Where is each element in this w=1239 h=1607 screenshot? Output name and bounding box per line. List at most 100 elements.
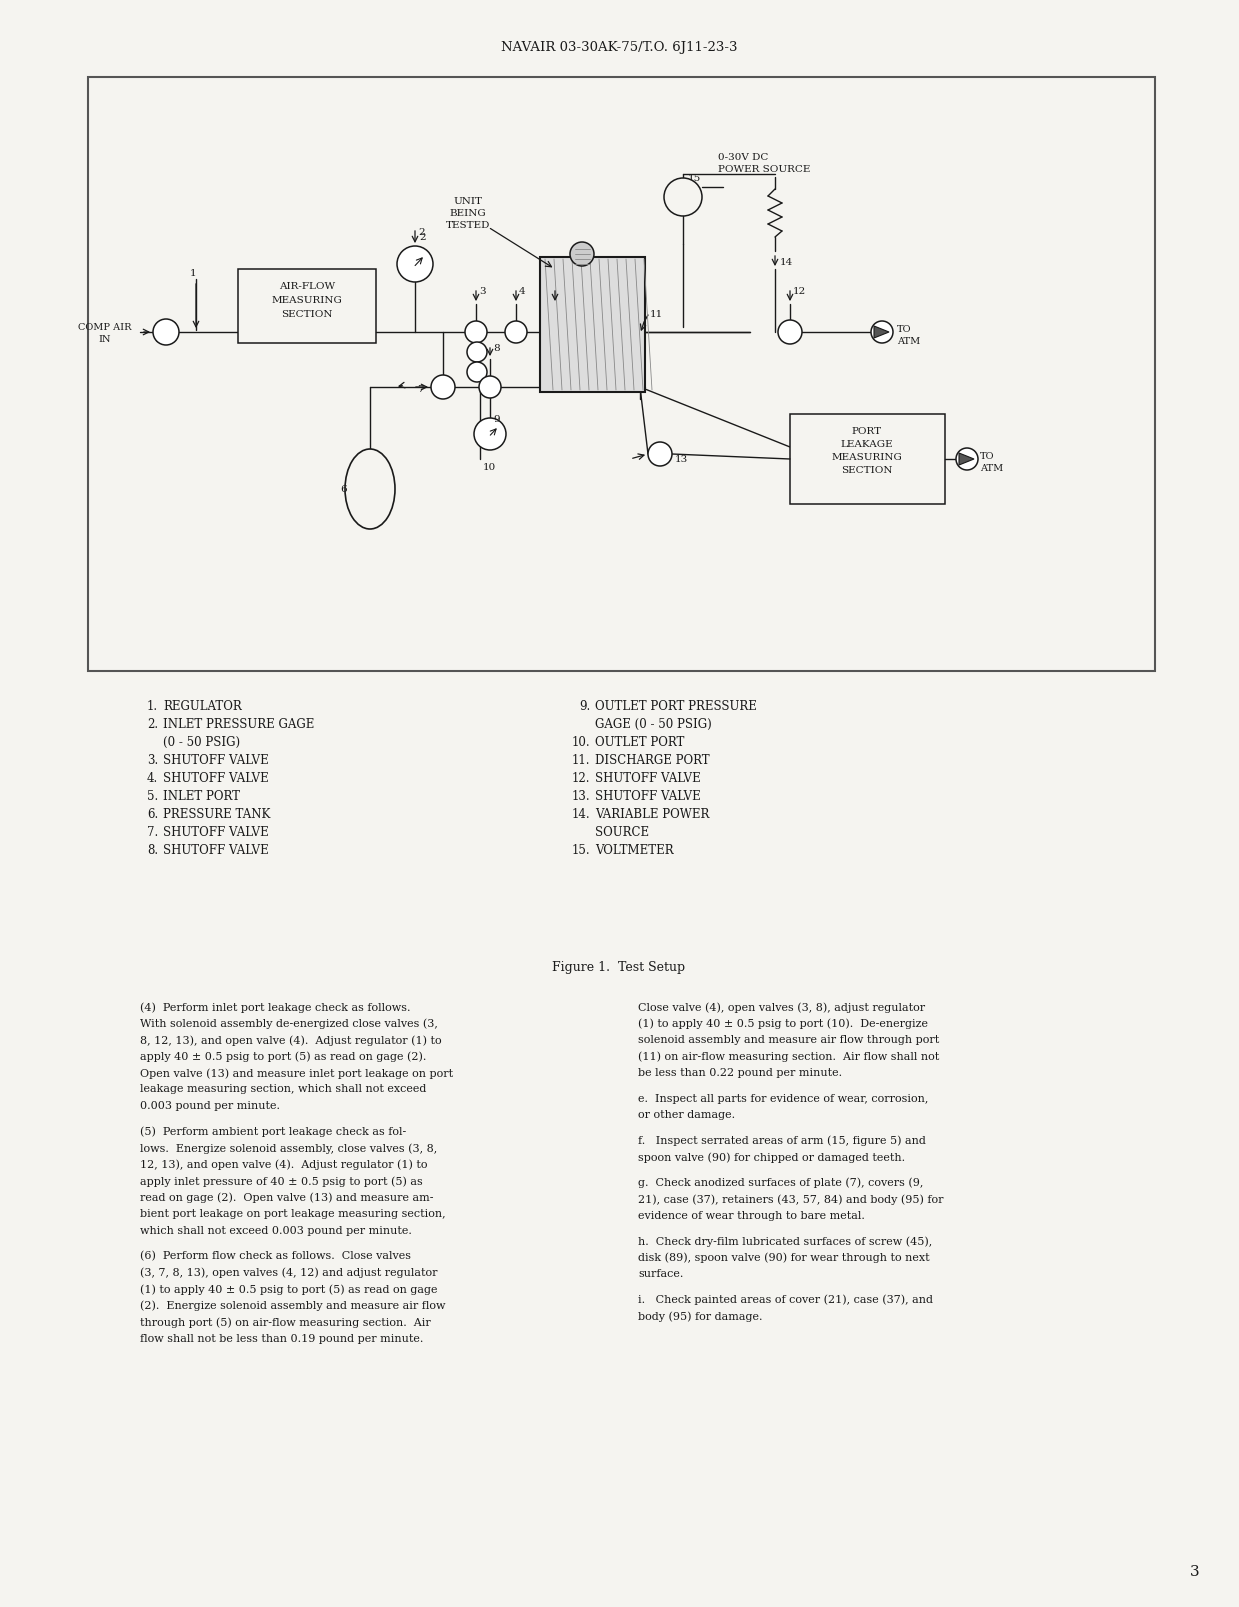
Text: solenoid assembly and measure air flow through port: solenoid assembly and measure air flow t… (638, 1035, 939, 1045)
Text: SHUTOFF VALVE: SHUTOFF VALVE (164, 771, 269, 784)
Text: disk (89), spoon valve (90) for wear through to next: disk (89), spoon valve (90) for wear thr… (638, 1252, 929, 1263)
Text: (6)  Perform flow check as follows.  Close valves: (6) Perform flow check as follows. Close… (140, 1250, 411, 1260)
Text: 15: 15 (688, 174, 701, 183)
Circle shape (467, 363, 487, 382)
Circle shape (570, 243, 593, 267)
Text: SHUTOFF VALVE: SHUTOFF VALVE (164, 826, 269, 839)
Text: 12, 13), and open valve (4).  Adjust regulator (1) to: 12, 13), and open valve (4). Adjust regu… (140, 1159, 427, 1170)
Text: or other damage.: or other damage. (638, 1109, 735, 1120)
Text: 9: 9 (493, 415, 499, 424)
Text: REGULATOR: REGULATOR (164, 699, 242, 712)
Text: g.  Check anodized surfaces of plate (7), covers (9,: g. Check anodized surfaces of plate (7),… (638, 1176, 923, 1188)
Text: BEING: BEING (450, 209, 487, 219)
Circle shape (467, 342, 487, 363)
Text: LEAKAGE: LEAKAGE (841, 440, 893, 448)
Text: SHUTOFF VALVE: SHUTOFF VALVE (164, 844, 269, 857)
Text: ATM: ATM (980, 464, 1004, 472)
Text: SECTION: SECTION (841, 466, 893, 474)
Text: 0.003 pound per minute.: 0.003 pound per minute. (140, 1101, 280, 1110)
Text: Figure 1.  Test Setup: Figure 1. Test Setup (553, 961, 685, 974)
Text: 7: 7 (416, 386, 424, 394)
Bar (790, 415, 945, 505)
Text: VOLTMETER: VOLTMETER (595, 844, 674, 857)
Text: 15.: 15. (571, 844, 590, 857)
Circle shape (664, 178, 703, 217)
Polygon shape (959, 453, 974, 466)
Circle shape (475, 419, 506, 450)
Text: 14: 14 (781, 257, 793, 267)
Text: 11.: 11. (571, 754, 590, 767)
Text: (2).  Energize solenoid assembly and measure air flow: (2). Energize solenoid assembly and meas… (140, 1300, 446, 1310)
Text: V: V (678, 194, 688, 207)
Text: 5: 5 (558, 286, 565, 296)
Text: TO: TO (897, 325, 912, 334)
Text: 2.: 2. (147, 718, 159, 731)
Circle shape (465, 321, 487, 344)
Circle shape (506, 321, 527, 344)
Text: 10: 10 (483, 463, 497, 472)
Text: OUTLET PORT PRESSURE: OUTLET PORT PRESSURE (595, 699, 757, 712)
Bar (540, 257, 646, 392)
Text: (5)  Perform ambient port leakage check as fol-: (5) Perform ambient port leakage check a… (140, 1127, 406, 1136)
Text: (11) on air-flow measuring section.  Air flow shall not: (11) on air-flow measuring section. Air … (638, 1051, 939, 1061)
Text: 1: 1 (190, 270, 196, 278)
Text: apply 40 ± 0.5 psig to port (5) as read on gage (2).: apply 40 ± 0.5 psig to port (5) as read … (140, 1051, 426, 1061)
Circle shape (396, 247, 432, 283)
Text: GAGE (0 - 50 PSIG): GAGE (0 - 50 PSIG) (595, 718, 711, 731)
Text: through port (5) on air-flow measuring section.  Air: through port (5) on air-flow measuring s… (140, 1316, 431, 1327)
Circle shape (871, 321, 893, 344)
Text: (4)  Perform inlet port leakage check as follows.: (4) Perform inlet port leakage check as … (140, 1001, 410, 1012)
Text: 11: 11 (650, 310, 663, 318)
Text: SOURCE: SOURCE (595, 826, 649, 839)
Text: 4.: 4. (146, 771, 159, 784)
Circle shape (957, 448, 978, 471)
Text: f.   Inspect serrated areas of arm (15, figure 5) and: f. Inspect serrated areas of arm (15, fi… (638, 1135, 926, 1146)
Text: INLET PRESSURE GAGE: INLET PRESSURE GAGE (164, 718, 315, 731)
Text: 0-30V DC: 0-30V DC (717, 153, 768, 162)
Text: 9.: 9. (579, 699, 590, 712)
Text: bient port leakage on port leakage measuring section,: bient port leakage on port leakage measu… (140, 1208, 446, 1218)
Text: 13.: 13. (571, 789, 590, 802)
Text: lows.  Energize solenoid assembly, close valves (3, 8,: lows. Energize solenoid assembly, close … (140, 1143, 437, 1152)
Text: evidence of wear through to bare metal.: evidence of wear through to bare metal. (638, 1210, 865, 1220)
Text: 2: 2 (419, 233, 426, 241)
Text: which shall not exceed 0.003 pound per minute.: which shall not exceed 0.003 pound per m… (140, 1225, 411, 1234)
Text: 6.: 6. (146, 807, 159, 821)
Text: 2: 2 (418, 228, 425, 236)
Text: 3: 3 (479, 286, 486, 296)
Text: read on gage (2).  Open valve (13) and measure am-: read on gage (2). Open valve (13) and me… (140, 1192, 434, 1202)
Text: 21), case (37), retainers (43, 57, 84) and body (95) for: 21), case (37), retainers (43, 57, 84) a… (638, 1194, 944, 1204)
Text: Close valve (4), open valves (3, 8), adjust regulator: Close valve (4), open valves (3, 8), adj… (638, 1001, 926, 1012)
Text: SECTION: SECTION (281, 310, 333, 318)
Text: IN: IN (99, 336, 112, 344)
Text: 7.: 7. (146, 826, 159, 839)
Text: Open valve (13) and measure inlet port leakage on port: Open valve (13) and measure inlet port l… (140, 1067, 453, 1078)
Text: 14.: 14. (571, 807, 590, 821)
Polygon shape (873, 326, 890, 339)
Text: OUTLET PORT: OUTLET PORT (595, 736, 684, 749)
Text: e.  Inspect all parts for evidence of wear, corrosion,: e. Inspect all parts for evidence of wea… (638, 1093, 928, 1102)
Text: TO: TO (980, 452, 995, 461)
Text: VARIABLE POWER: VARIABLE POWER (595, 807, 710, 821)
Text: h.  Check dry-film lubricated surfaces of screw (45),: h. Check dry-film lubricated surfaces of… (638, 1236, 932, 1245)
Text: SHUTOFF VALVE: SHUTOFF VALVE (164, 754, 269, 767)
Ellipse shape (344, 450, 395, 530)
Text: 4: 4 (519, 286, 525, 296)
Text: surface.: surface. (638, 1268, 684, 1279)
Text: POWER SOURCE: POWER SOURCE (717, 166, 810, 174)
Text: flow shall not be less than 0.19 pound per minute.: flow shall not be less than 0.19 pound p… (140, 1332, 424, 1343)
Text: 5.: 5. (146, 789, 159, 802)
Text: SHUTOFF VALVE: SHUTOFF VALVE (595, 771, 701, 784)
Text: 3: 3 (1191, 1564, 1199, 1578)
Text: ATM: ATM (897, 337, 921, 346)
Text: 13: 13 (675, 455, 688, 464)
Circle shape (479, 376, 501, 399)
Circle shape (152, 320, 178, 346)
Text: COMP AIR: COMP AIR (78, 323, 131, 333)
Text: 3.: 3. (146, 754, 159, 767)
Circle shape (431, 376, 455, 400)
Text: AIR-FLOW: AIR-FLOW (279, 281, 335, 291)
Text: (1) to apply 40 ± 0.5 psig to port (10).  De-energize: (1) to apply 40 ± 0.5 psig to port (10).… (638, 1017, 928, 1028)
Text: PORT: PORT (852, 427, 882, 435)
Text: 8: 8 (493, 344, 499, 354)
